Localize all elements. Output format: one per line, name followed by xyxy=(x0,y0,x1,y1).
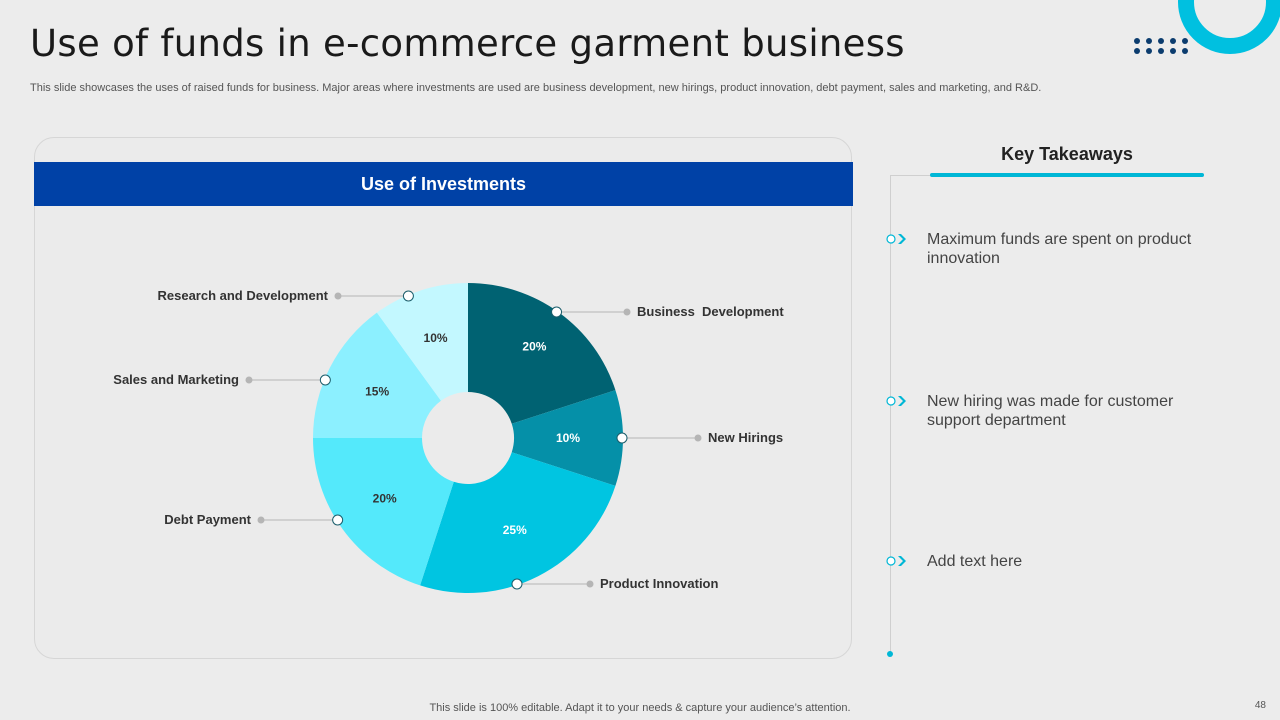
slice-percent-label: 15% xyxy=(365,385,389,399)
category-label: Product Innovation xyxy=(600,576,719,591)
takeaway-text: Add text here xyxy=(927,553,1023,570)
callout-end-dot xyxy=(257,516,265,524)
callout-anchor-dot xyxy=(332,514,344,526)
category-label: Debt Payment xyxy=(164,512,251,527)
category-label: Sales and Marketing xyxy=(113,372,239,387)
callout-end-dot xyxy=(245,376,253,384)
chevron-right-icon xyxy=(886,234,906,244)
timeline-line xyxy=(890,175,891,653)
slide-subtitle: This slide showcases the uses of raised … xyxy=(30,82,1042,94)
callout-anchor-dot xyxy=(551,306,563,318)
investments-card-header: Use of Investments xyxy=(34,162,853,206)
donut-slice xyxy=(313,312,441,438)
slice-percent-label: 10% xyxy=(424,331,448,345)
chevron-right-icon xyxy=(886,396,906,406)
callout-anchor-dot xyxy=(511,578,523,590)
callout-end-dot xyxy=(694,434,702,442)
category-label: Research and Development xyxy=(157,288,328,303)
callout-end-dot xyxy=(623,308,631,316)
timeline-connector xyxy=(890,175,930,176)
callout-end-dot xyxy=(586,580,594,588)
donut-slice xyxy=(376,283,468,401)
timeline-end-dot xyxy=(887,651,893,657)
donut-slice xyxy=(313,438,454,586)
slice-percent-label: 20% xyxy=(373,492,397,506)
donut-slice xyxy=(420,452,616,593)
slide-footer: This slide is 100% editable. Adapt it to… xyxy=(429,702,851,714)
decorative-dots-icon xyxy=(1134,38,1194,56)
key-takeaways-underline xyxy=(930,173,1204,177)
slide-title: Use of funds in e-commerce garment busin… xyxy=(30,22,905,65)
category-label: Business Development xyxy=(637,304,784,319)
slice-percent-label: 10% xyxy=(556,431,580,445)
takeaway-text: Maximum funds are spent on product innov… xyxy=(927,231,1192,267)
callout-end-dot xyxy=(334,292,342,300)
key-takeaways-title: Key Takeaways xyxy=(1001,144,1133,164)
callout-anchor-dot xyxy=(319,374,331,386)
page-number: 48 xyxy=(1254,700,1266,711)
slice-percent-label: 20% xyxy=(522,340,546,354)
chevron-right-icon xyxy=(886,556,906,566)
category-label: New Hirings xyxy=(708,430,783,445)
callout-anchor-dot xyxy=(616,432,628,444)
donut-slice xyxy=(468,283,616,424)
callout-anchor-dot xyxy=(402,290,414,302)
takeaway-text: New hiring was made for customer support… xyxy=(927,393,1174,429)
slice-percent-label: 25% xyxy=(503,523,527,537)
donut-slice xyxy=(511,390,623,486)
